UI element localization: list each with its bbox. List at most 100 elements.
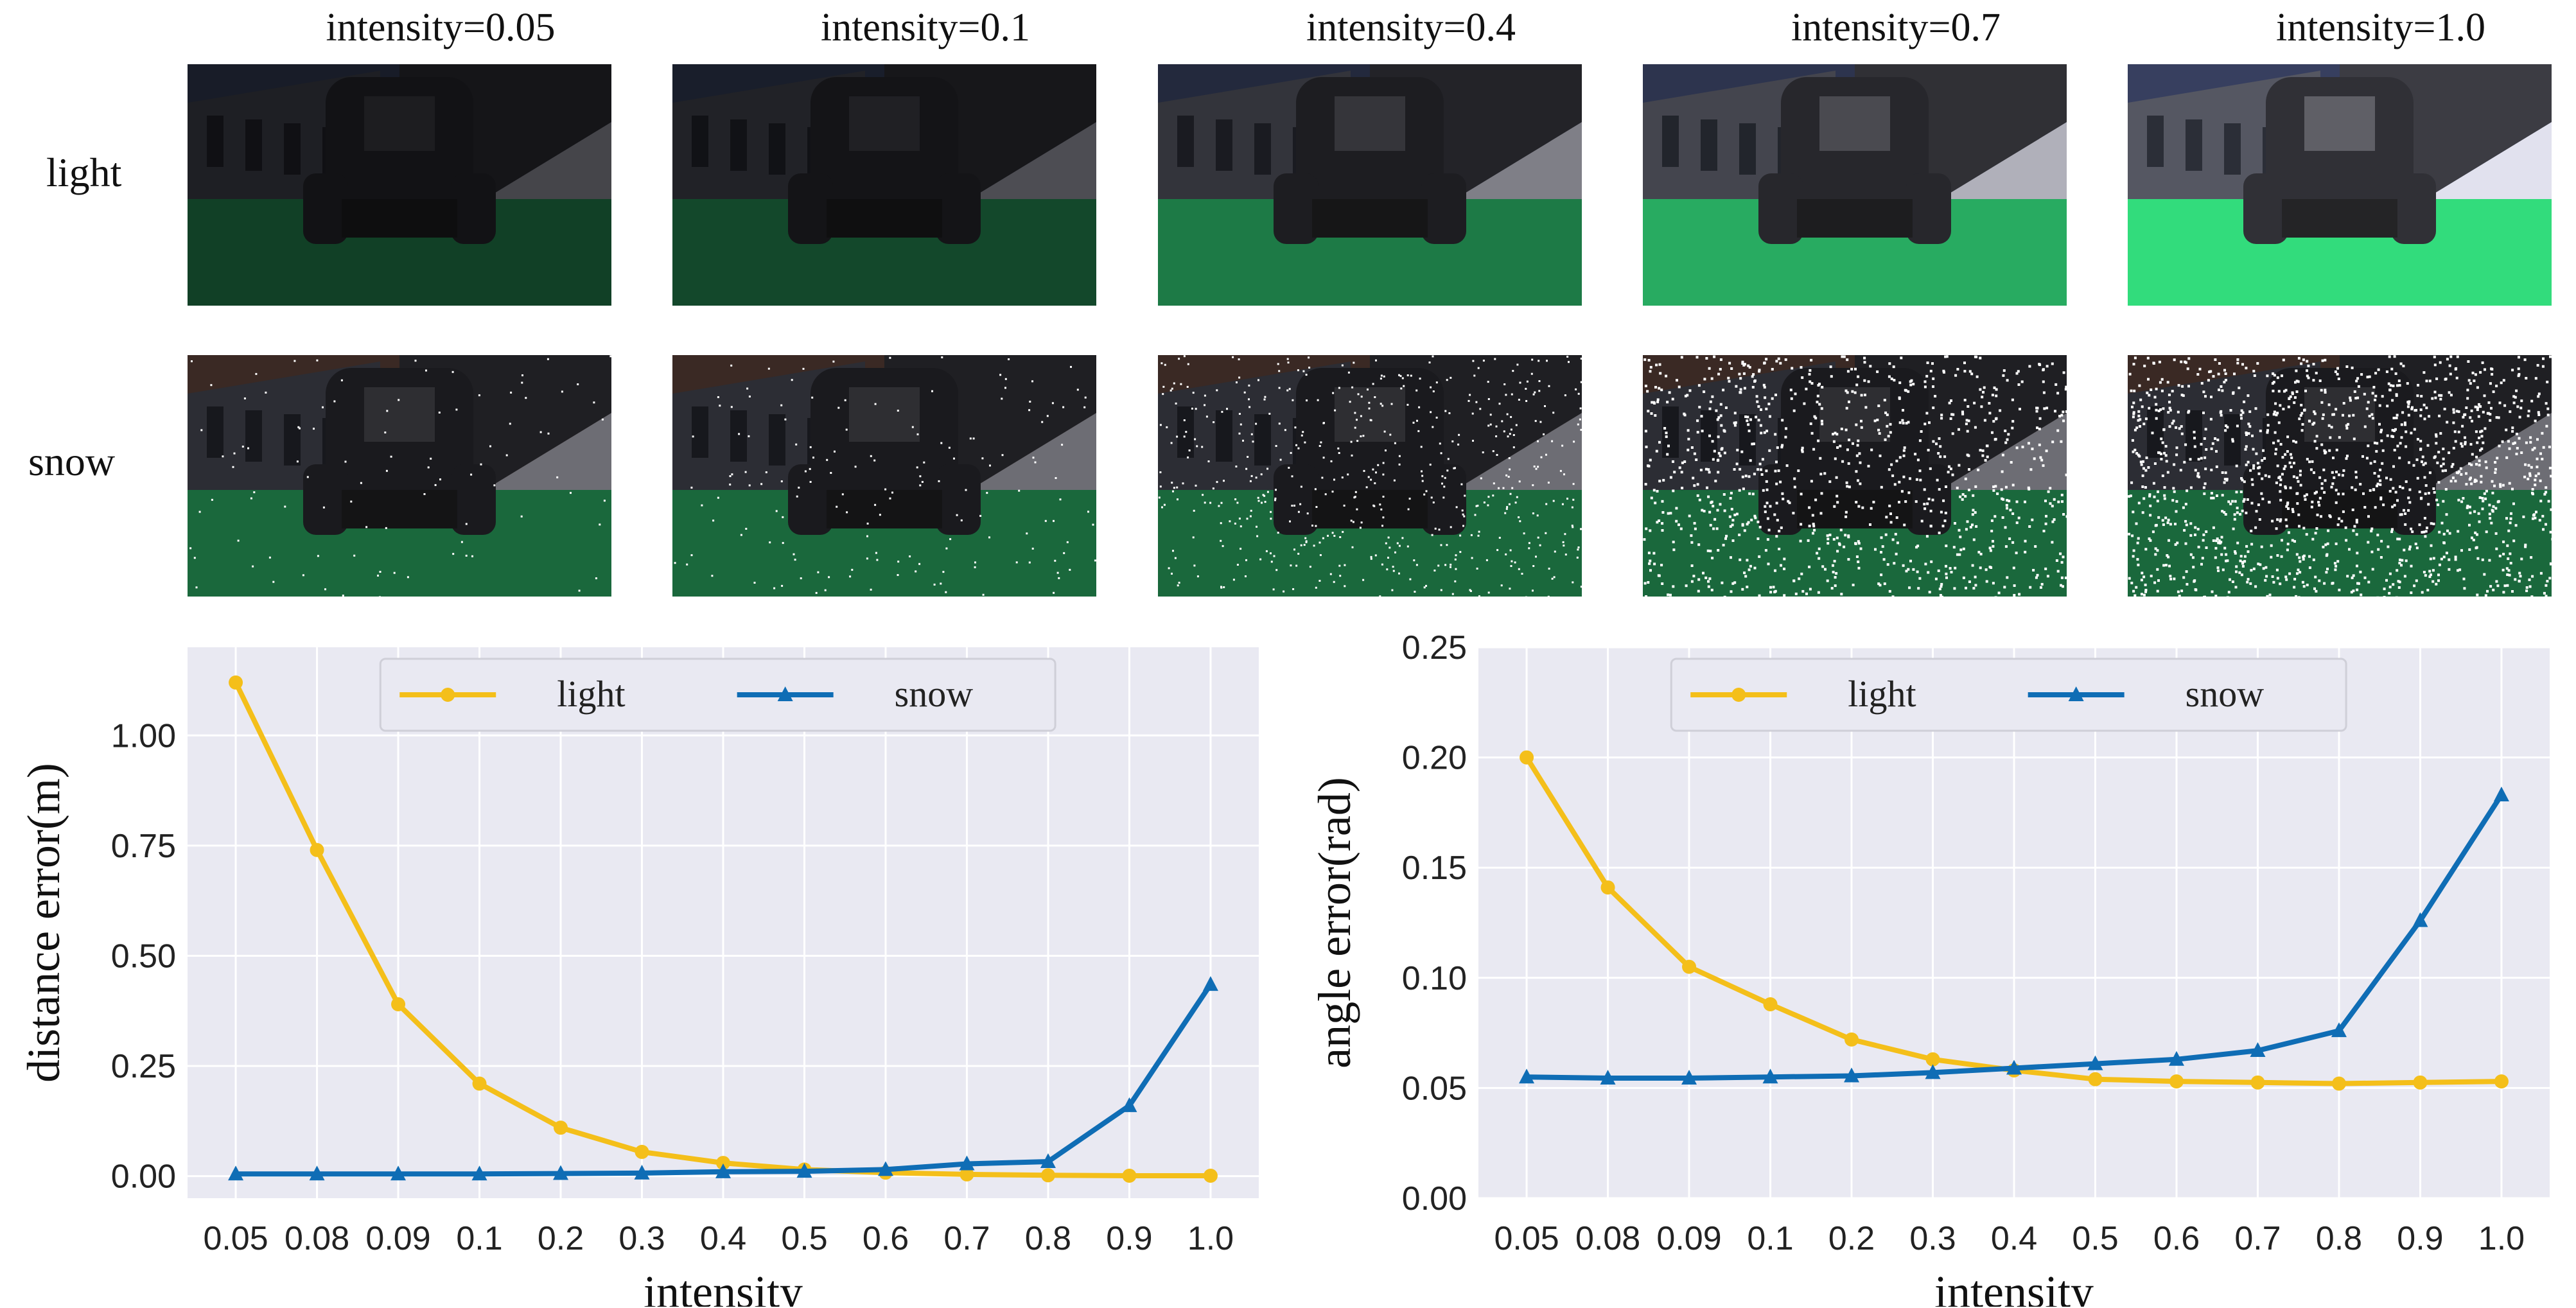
snowflake [1174,557,1177,559]
snowflake [2239,555,2243,558]
snowflake [247,447,249,449]
snowflake [2180,589,2184,593]
legend-marker-light [441,688,455,702]
snowflake [1257,496,1259,499]
snowflake [2495,385,2498,388]
snowflake [800,577,802,580]
snowflake [1447,458,1450,460]
snowflake [1341,364,1344,367]
snowflake [2453,430,2457,433]
snowflake [2422,463,2425,466]
snowflake [1410,374,1412,377]
snowflake [2055,383,2058,386]
snowflake [1196,445,1198,448]
snowflake [1173,382,1175,385]
snowflake [2349,396,2352,399]
snowflake [2351,509,2354,511]
snowflake [1705,357,1708,360]
snowflake [1927,571,1930,574]
scene-robot-wheel [451,464,496,535]
snowflake [1660,388,1663,392]
snowflake [1469,590,1472,592]
snowflake [1001,454,1004,457]
snowflake [2525,441,2528,444]
snowflake [2136,541,2139,545]
snowflake [1658,440,1661,444]
snowflake [1455,506,1458,509]
snowflake [1382,496,1385,498]
snowflake [1489,414,1492,416]
snowflake [1916,570,1919,573]
snowflake [2407,496,2410,500]
snowflake [2481,558,2484,561]
snowflake [2335,408,2338,411]
snowflake [1771,397,1774,400]
snowflake [1739,377,1742,380]
snowflake [874,503,877,506]
snowflake [2492,588,2495,591]
snowflake [2400,564,2403,567]
snowflake [1941,525,1945,528]
snowflake [1661,522,1664,525]
snowflake [1690,541,1694,544]
scene-robot-wheel [788,464,833,535]
snowflake [915,570,917,573]
snowflake [2275,527,2278,530]
snowflake [1755,415,1758,419]
snowflake [2512,539,2516,543]
snowflake [2351,486,2354,489]
snowflake [1836,433,1839,436]
snowflake [1330,460,1333,462]
snowflake [2547,500,2550,503]
snowflake [1532,484,1534,487]
snowflake [1562,541,1564,543]
snowflake [2132,401,2135,405]
snowflake [1864,406,1868,409]
snowflake [1974,575,1977,579]
scene-window [2147,116,2164,167]
snowflake [2302,358,2305,362]
scene-window [245,410,262,462]
snowflake [1744,575,1748,578]
snowflake [1890,463,1893,466]
snowflake [2175,510,2178,513]
snowflake [1178,358,1180,360]
snowflake [1380,374,1383,377]
snowflake [1766,517,1769,520]
snowflake [909,555,911,557]
scene-window [1216,119,1232,171]
snowflake [2134,428,2137,432]
snowflake [1958,464,1961,467]
data-point-snow [796,1163,812,1178]
snowflake [2494,461,2497,464]
snowflake [350,500,353,503]
scene-window [2147,406,2164,458]
snowflake [1719,414,1722,417]
snowflake [2282,408,2285,410]
snowflake [2141,485,2144,488]
snowflake [2251,483,2254,486]
snowflake [2480,430,2484,433]
snowflake [2430,544,2433,547]
snowflake [2539,500,2543,503]
snowflake [2268,475,2271,478]
snowflake [1848,400,1850,403]
data-point-snow [390,1165,407,1181]
snowflake [2374,398,2377,401]
snowflake [1730,507,1733,510]
snowflake [2423,417,2426,421]
snowflake [2139,425,2141,428]
snowflake [2437,573,2440,577]
snowflake [2255,510,2258,513]
snowflake [2266,429,2269,432]
snowflake [2303,494,2306,498]
snowflake [1571,525,1573,527]
snowflake [384,432,387,433]
snowflake [2496,457,2499,460]
snowflake [938,480,940,482]
snowflake [2468,462,2471,466]
snowflake [1925,412,1929,415]
snowflake [2060,576,2063,579]
scene-snowflakes [1158,355,1582,597]
snowflake [1442,496,1445,499]
